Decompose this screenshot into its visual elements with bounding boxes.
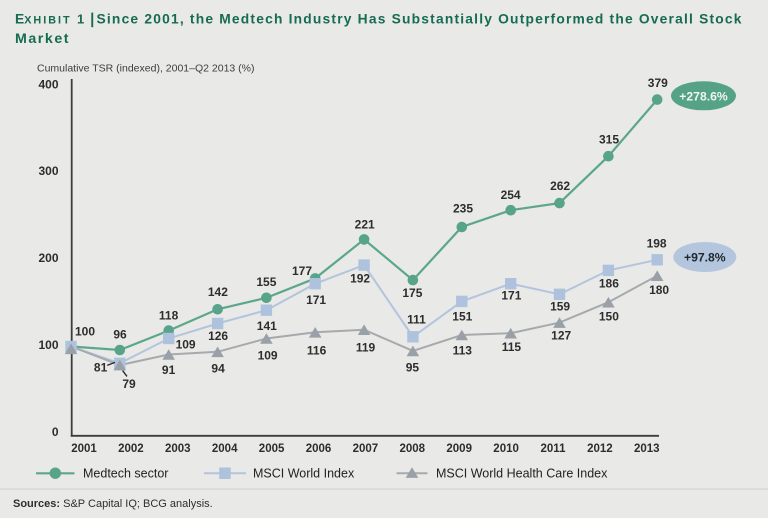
svg-text:127: 127 bbox=[551, 329, 571, 343]
svg-text:2003: 2003 bbox=[165, 443, 191, 455]
svg-text:81: 81 bbox=[94, 360, 108, 374]
svg-text:111: 111 bbox=[407, 313, 426, 327]
svg-text:159: 159 bbox=[550, 299, 570, 313]
svg-text:254: 254 bbox=[501, 188, 521, 202]
svg-text:2011: 2011 bbox=[541, 443, 567, 455]
svg-text:0: 0 bbox=[52, 425, 59, 439]
svg-text:113: 113 bbox=[453, 343, 473, 357]
svg-text:94: 94 bbox=[211, 362, 225, 376]
svg-text:109: 109 bbox=[258, 349, 278, 363]
svg-text:Sources: S&P Capital IQ; BCG a: Sources: S&P Capital IQ; BCG analysis. bbox=[13, 498, 213, 510]
svg-text:180: 180 bbox=[649, 283, 669, 297]
svg-text:198: 198 bbox=[647, 236, 667, 250]
svg-text:91: 91 bbox=[162, 363, 176, 377]
svg-text:Market: Market bbox=[15, 31, 70, 47]
svg-text:150: 150 bbox=[599, 310, 619, 324]
svg-text:151: 151 bbox=[452, 310, 472, 324]
svg-text:115: 115 bbox=[502, 340, 522, 354]
svg-text:141: 141 bbox=[257, 319, 277, 333]
svg-text:Since 2001, the Medtech Indust: Since 2001, the Medtech Industry Has Sub… bbox=[97, 12, 743, 27]
svg-text:126: 126 bbox=[208, 329, 228, 343]
svg-text:400: 400 bbox=[38, 77, 58, 91]
svg-text:100: 100 bbox=[38, 338, 58, 352]
svg-text:96: 96 bbox=[113, 328, 127, 342]
svg-text:221: 221 bbox=[355, 218, 375, 232]
svg-text:2005: 2005 bbox=[259, 443, 285, 455]
svg-text:171: 171 bbox=[306, 293, 326, 307]
svg-text:2006: 2006 bbox=[306, 443, 332, 455]
svg-text:175: 175 bbox=[402, 286, 422, 300]
svg-text:2007: 2007 bbox=[353, 443, 379, 455]
svg-text:+278.6%: +278.6% bbox=[679, 89, 728, 103]
svg-text:Cumulative TSR (indexed), 2001: Cumulative TSR (indexed), 2001–Q2 2013 (… bbox=[37, 63, 255, 75]
svg-text:95: 95 bbox=[406, 361, 420, 375]
svg-text:155: 155 bbox=[256, 275, 276, 289]
svg-text:MSCI World Health Care Index: MSCI World Health Care Index bbox=[436, 467, 608, 481]
svg-text:2008: 2008 bbox=[400, 443, 426, 455]
svg-text:2012: 2012 bbox=[587, 443, 613, 455]
svg-text:300: 300 bbox=[38, 164, 58, 178]
svg-text:142: 142 bbox=[208, 285, 228, 299]
svg-text:79: 79 bbox=[122, 377, 136, 391]
svg-text:116: 116 bbox=[307, 343, 327, 357]
svg-text:100: 100 bbox=[75, 325, 95, 339]
svg-text:186: 186 bbox=[599, 277, 619, 291]
svg-text:2013: 2013 bbox=[634, 443, 660, 455]
svg-text:262: 262 bbox=[550, 179, 570, 193]
svg-text:2010: 2010 bbox=[493, 443, 519, 455]
svg-text:315: 315 bbox=[599, 133, 619, 147]
svg-text:2004: 2004 bbox=[212, 443, 238, 455]
svg-text:1: 1 bbox=[77, 12, 84, 27]
svg-text:Medtech sector: Medtech sector bbox=[83, 467, 168, 481]
svg-text:2002: 2002 bbox=[118, 443, 144, 455]
svg-text:109: 109 bbox=[176, 337, 196, 351]
svg-text:171: 171 bbox=[501, 289, 521, 303]
svg-text:192: 192 bbox=[350, 272, 370, 286]
svg-text:119: 119 bbox=[356, 341, 376, 355]
svg-text:200: 200 bbox=[38, 251, 58, 265]
svg-text:2009: 2009 bbox=[446, 443, 472, 455]
svg-text:MSCI World Index: MSCI World Index bbox=[253, 467, 355, 481]
svg-text:118: 118 bbox=[159, 309, 179, 323]
svg-text:235: 235 bbox=[453, 202, 473, 216]
svg-text:379: 379 bbox=[648, 76, 668, 90]
svg-text:177: 177 bbox=[292, 264, 312, 278]
svg-text:+97.8%: +97.8% bbox=[684, 251, 726, 265]
svg-text:2001: 2001 bbox=[71, 443, 97, 455]
svg-text:EXHIBIT: EXHIBIT bbox=[15, 12, 72, 27]
